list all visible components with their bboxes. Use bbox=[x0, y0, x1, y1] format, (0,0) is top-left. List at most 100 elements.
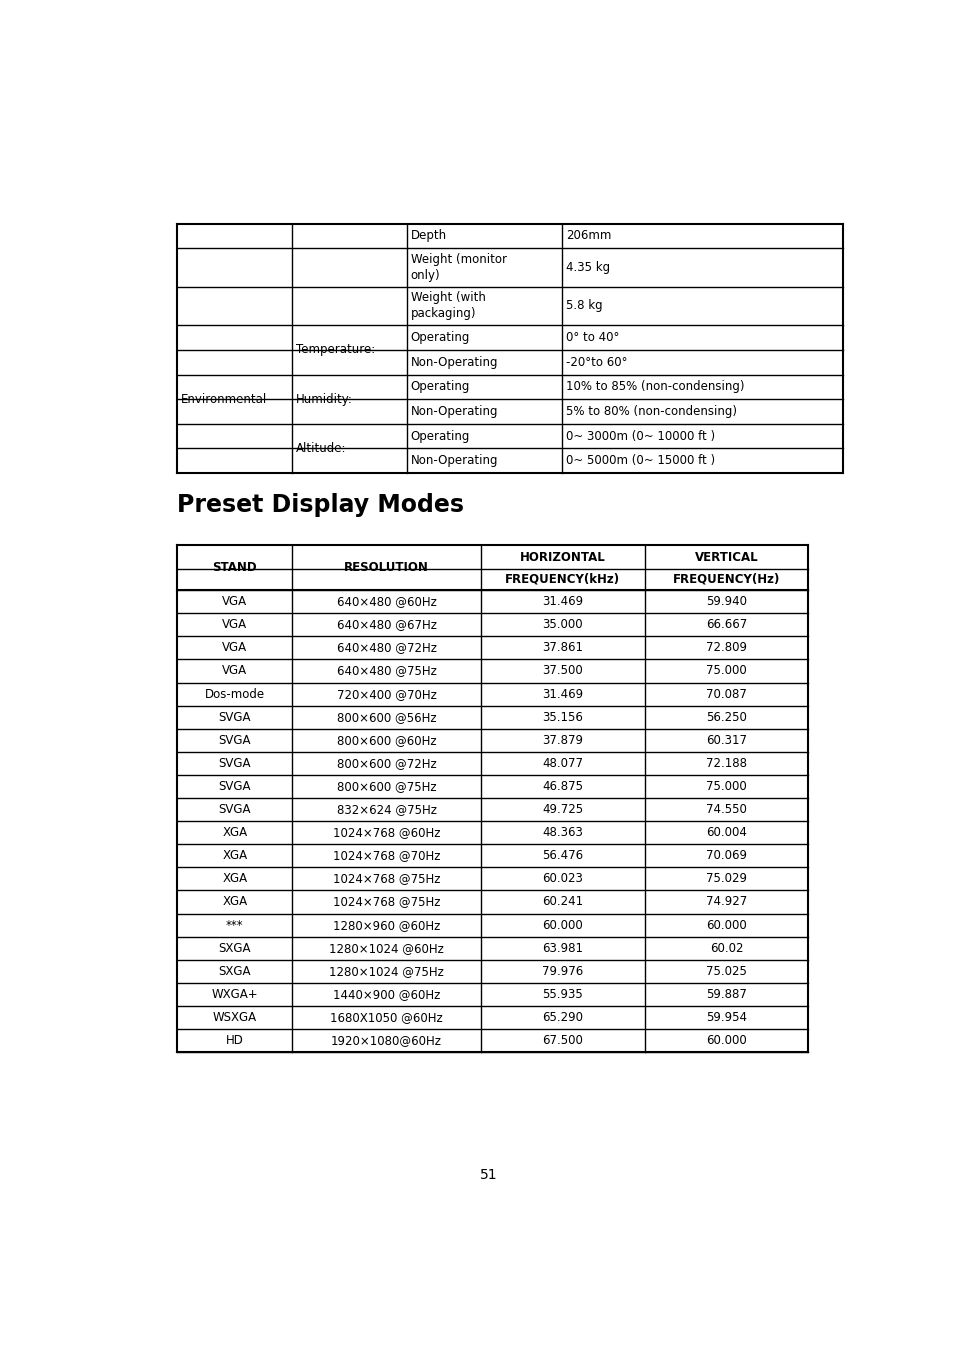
Text: 640×480 @60Hz: 640×480 @60Hz bbox=[336, 595, 436, 608]
Text: ***: *** bbox=[226, 918, 243, 932]
Text: HD: HD bbox=[226, 1034, 243, 1048]
Text: 1280×960 @60Hz: 1280×960 @60Hz bbox=[333, 918, 440, 932]
Text: VGA: VGA bbox=[222, 595, 247, 608]
Text: Weight (with
packaging): Weight (with packaging) bbox=[410, 292, 485, 320]
Text: XGA: XGA bbox=[222, 872, 247, 886]
Text: 59.954: 59.954 bbox=[705, 1011, 746, 1023]
Text: 70.069: 70.069 bbox=[705, 849, 746, 863]
Text: SVGA: SVGA bbox=[218, 803, 251, 815]
Text: Operating: Operating bbox=[410, 381, 470, 393]
Text: -20°to 60°: -20°to 60° bbox=[565, 355, 626, 369]
Text: VGA: VGA bbox=[222, 618, 247, 632]
Text: 37.500: 37.500 bbox=[542, 664, 582, 678]
Text: Operating: Operating bbox=[410, 331, 470, 344]
Text: 35.156: 35.156 bbox=[542, 710, 583, 724]
Text: FREQUENCY(Hz): FREQUENCY(Hz) bbox=[672, 572, 780, 586]
Text: 75.029: 75.029 bbox=[705, 872, 746, 886]
Text: Non-Operating: Non-Operating bbox=[410, 355, 497, 369]
Text: Operating: Operating bbox=[410, 429, 470, 443]
Text: 800×600 @72Hz: 800×600 @72Hz bbox=[336, 757, 436, 769]
Text: 60.023: 60.023 bbox=[542, 872, 583, 886]
Text: Weight (monitor
only): Weight (monitor only) bbox=[410, 252, 506, 282]
Text: 60.000: 60.000 bbox=[705, 918, 746, 932]
Text: STAND: STAND bbox=[213, 562, 256, 574]
Text: 72.809: 72.809 bbox=[705, 641, 746, 655]
Text: 70.087: 70.087 bbox=[705, 687, 746, 701]
Text: 74.927: 74.927 bbox=[705, 895, 746, 909]
Text: 60.241: 60.241 bbox=[542, 895, 583, 909]
Text: SXGA: SXGA bbox=[218, 942, 251, 954]
Text: 56.476: 56.476 bbox=[542, 849, 583, 863]
Text: Depth: Depth bbox=[410, 230, 446, 243]
Text: 60.000: 60.000 bbox=[705, 1034, 746, 1048]
Text: 75.000: 75.000 bbox=[705, 664, 746, 678]
Text: Dos-mode: Dos-mode bbox=[205, 687, 265, 701]
Text: 37.861: 37.861 bbox=[542, 641, 583, 655]
Text: 59.940: 59.940 bbox=[705, 595, 746, 608]
Text: VGA: VGA bbox=[222, 641, 247, 655]
Text: 0° to 40°: 0° to 40° bbox=[565, 331, 618, 344]
Text: RESOLUTION: RESOLUTION bbox=[344, 562, 429, 574]
Text: Temperature:: Temperature: bbox=[295, 343, 375, 356]
Text: 1024×768 @60Hz: 1024×768 @60Hz bbox=[333, 826, 440, 840]
Text: 832×624 @75Hz: 832×624 @75Hz bbox=[336, 803, 436, 815]
Text: 48.363: 48.363 bbox=[542, 826, 583, 840]
Text: 31.469: 31.469 bbox=[542, 687, 583, 701]
Text: VGA: VGA bbox=[222, 664, 247, 678]
Text: 60.000: 60.000 bbox=[542, 918, 582, 932]
Text: Environmental: Environmental bbox=[181, 393, 267, 405]
Text: 63.981: 63.981 bbox=[542, 942, 583, 954]
Text: Humidity:: Humidity: bbox=[295, 393, 353, 405]
Text: 72.188: 72.188 bbox=[705, 757, 746, 769]
Text: 65.290: 65.290 bbox=[542, 1011, 583, 1023]
Text: 1024×768 @70Hz: 1024×768 @70Hz bbox=[333, 849, 440, 863]
Text: 0~ 3000m (0~ 10000 ft ): 0~ 3000m (0~ 10000 ft ) bbox=[565, 429, 714, 443]
Text: SVGA: SVGA bbox=[218, 710, 251, 724]
Text: 1280×1024 @60Hz: 1280×1024 @60Hz bbox=[329, 942, 443, 954]
Text: SVGA: SVGA bbox=[218, 757, 251, 769]
Text: 640×480 @67Hz: 640×480 @67Hz bbox=[336, 618, 436, 632]
Text: SVGA: SVGA bbox=[218, 734, 251, 747]
Text: HORIZONTAL: HORIZONTAL bbox=[519, 551, 605, 563]
Text: 46.875: 46.875 bbox=[542, 780, 583, 792]
Text: 74.550: 74.550 bbox=[705, 803, 746, 815]
Text: 5% to 80% (non-condensing): 5% to 80% (non-condensing) bbox=[565, 405, 736, 418]
Text: VERTICAL: VERTICAL bbox=[694, 551, 758, 563]
Text: 1440×900 @60Hz: 1440×900 @60Hz bbox=[333, 988, 440, 1000]
Text: Preset Display Modes: Preset Display Modes bbox=[177, 493, 464, 517]
Text: 1024×768 @75Hz: 1024×768 @75Hz bbox=[333, 895, 440, 909]
Text: Non-Operating: Non-Operating bbox=[410, 454, 497, 467]
Text: Altitude:: Altitude: bbox=[295, 441, 346, 455]
Text: XGA: XGA bbox=[222, 849, 247, 863]
Text: FREQUENCY(kHz): FREQUENCY(kHz) bbox=[505, 572, 619, 586]
Text: SVGA: SVGA bbox=[218, 780, 251, 792]
Text: 60.317: 60.317 bbox=[705, 734, 746, 747]
Text: 1680X1050 @60Hz: 1680X1050 @60Hz bbox=[330, 1011, 442, 1023]
Text: 800×600 @56Hz: 800×600 @56Hz bbox=[336, 710, 436, 724]
Text: 800×600 @75Hz: 800×600 @75Hz bbox=[336, 780, 436, 792]
Text: 800×600 @60Hz: 800×600 @60Hz bbox=[336, 734, 436, 747]
Text: 31.469: 31.469 bbox=[542, 595, 583, 608]
Text: 37.879: 37.879 bbox=[542, 734, 583, 747]
Text: 51: 51 bbox=[479, 1168, 497, 1181]
Text: 49.725: 49.725 bbox=[542, 803, 583, 815]
Text: 75.000: 75.000 bbox=[705, 780, 746, 792]
Text: 1280×1024 @75Hz: 1280×1024 @75Hz bbox=[329, 965, 443, 977]
Text: Non-Operating: Non-Operating bbox=[410, 405, 497, 418]
Text: 48.077: 48.077 bbox=[542, 757, 583, 769]
Text: 1024×768 @75Hz: 1024×768 @75Hz bbox=[333, 872, 440, 886]
Text: 56.250: 56.250 bbox=[705, 710, 746, 724]
Text: 640×480 @72Hz: 640×480 @72Hz bbox=[336, 641, 436, 655]
Text: SXGA: SXGA bbox=[218, 965, 251, 977]
Text: WSXGA: WSXGA bbox=[213, 1011, 256, 1023]
Text: 79.976: 79.976 bbox=[541, 965, 583, 977]
Text: 10% to 85% (non-condensing): 10% to 85% (non-condensing) bbox=[565, 381, 743, 393]
Text: 60.02: 60.02 bbox=[709, 942, 742, 954]
Text: 5.8 kg: 5.8 kg bbox=[565, 300, 601, 312]
Text: 206mm: 206mm bbox=[565, 230, 610, 243]
Text: 1920×1080@60Hz: 1920×1080@60Hz bbox=[331, 1034, 441, 1048]
Text: XGA: XGA bbox=[222, 895, 247, 909]
Text: 75.025: 75.025 bbox=[705, 965, 746, 977]
Text: 4.35 kg: 4.35 kg bbox=[565, 261, 609, 274]
Text: WXGA+: WXGA+ bbox=[212, 988, 257, 1000]
